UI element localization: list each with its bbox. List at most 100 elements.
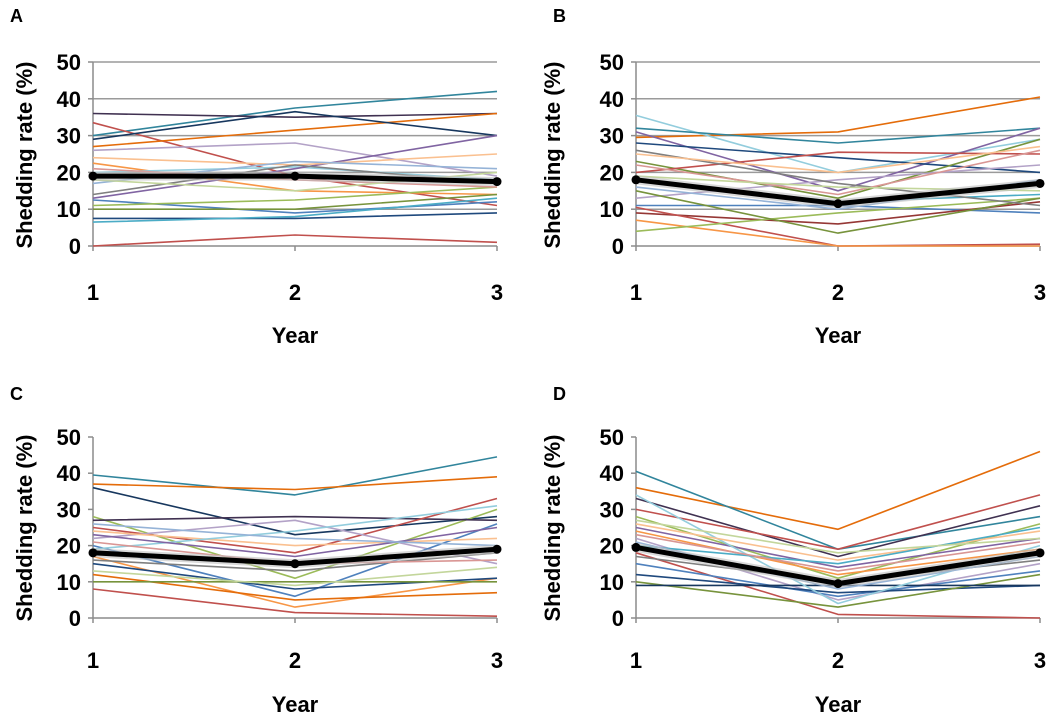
series-line-s19 (92, 523, 498, 547)
chart-panel-b: B 0 10 20 30 40 50 1 2 3 Year Shedding rate (%) (540, 6, 1046, 348)
series-line-s18 (635, 145, 1041, 174)
y-tick-label: 30 (57, 497, 81, 522)
series-line-s16 (92, 526, 498, 558)
y-tick-label: 0 (69, 234, 81, 259)
x-axis-title: Year (815, 323, 862, 348)
mean-point (631, 542, 641, 552)
chart-panel-d: D 0 10 20 30 40 50 1 2 3 Year Shedding rate (%) (540, 384, 1046, 717)
x-tick-label: 2 (832, 280, 844, 305)
series-line-s4 (635, 494, 1041, 551)
series-line-s6 (92, 142, 498, 177)
x-tick-label: 1 (630, 648, 642, 673)
series-line-s14 (635, 523, 1041, 561)
chart-panel-a: A 0 10 20 30 40 50 1 2 3 Year Shedding rate (%) (10, 6, 503, 348)
series-line-s14 (92, 530, 498, 547)
mean-point (833, 199, 843, 209)
series-line-s12 (93, 193, 498, 210)
series-line-s3 (635, 127, 1041, 144)
series-line-s1 (92, 90, 498, 137)
series-line-s2 (635, 470, 1041, 551)
series-line-s16 (92, 153, 498, 166)
x-tick-label: 1 (87, 280, 99, 305)
x-axis-title: Year (815, 692, 862, 717)
y-axis-title: Shedding rate (%) (12, 61, 37, 248)
y-tick-label: 0 (612, 234, 624, 259)
y-tick-label: 20 (57, 534, 81, 559)
x-tick-label: 3 (491, 648, 503, 673)
panel-label: D (553, 384, 566, 404)
series-line-s7 (635, 151, 1041, 174)
series-line-s9 (92, 134, 498, 199)
mean-point (290, 171, 300, 181)
panel-label: C (10, 384, 23, 404)
series-line-s1 (635, 450, 1041, 531)
series-line-s5 (635, 142, 1041, 174)
series-line-s8 (635, 552, 1041, 619)
y-tick-label: 0 (612, 606, 624, 631)
y-tick-label: 0 (69, 606, 81, 631)
y-tick-label: 50 (600, 50, 624, 75)
y-tick-label: 10 (600, 197, 624, 222)
x-tick-label: 2 (832, 648, 844, 673)
series-line-s16 (635, 149, 1041, 207)
y-tick-label: 10 (57, 197, 81, 222)
series-line-s17 (92, 552, 498, 572)
y-tick-label: 50 (600, 425, 624, 450)
series-line-s3 (635, 497, 1041, 558)
y-tick-label: 40 (600, 461, 624, 486)
x-tick-label: 2 (289, 648, 301, 673)
series-line-s20 (635, 519, 1041, 554)
y-tick-label: 40 (600, 87, 624, 112)
y-tick-label: 30 (600, 124, 624, 149)
series-line-s2 (92, 476, 498, 491)
mean-point (631, 175, 641, 185)
y-tick-label: 10 (57, 570, 81, 595)
y-tick-label: 50 (57, 50, 81, 75)
series-line-s13 (93, 212, 498, 220)
series-line-s5 (635, 515, 1041, 580)
series-line-s15 (635, 190, 1041, 234)
series-line-s18 (635, 533, 1041, 572)
y-axis-title: Shedding rate (%) (12, 434, 37, 621)
y-axis-title: Shedding rate (%) (540, 61, 565, 248)
x-axis-title: Year (272, 692, 319, 717)
series-line-s11 (92, 186, 498, 207)
x-tick-label: 2 (289, 280, 301, 305)
series-line-s13 (635, 219, 1040, 247)
mean-point (88, 548, 98, 558)
series-line-s20 (92, 566, 498, 587)
x-tick-label: 3 (1034, 648, 1046, 673)
y-tick-label: 50 (57, 425, 81, 450)
series-line-s9 (92, 555, 498, 608)
series-line-s11 (92, 573, 498, 601)
series-line-s7 (92, 519, 498, 565)
series-line-s4 (635, 127, 1041, 192)
mean-point (290, 559, 300, 569)
y-tick-label: 40 (57, 461, 81, 486)
y-tick-label: 30 (57, 124, 81, 149)
y-tick-label: 20 (57, 160, 81, 185)
y-tick-label: 10 (600, 570, 624, 595)
x-tick-label: 3 (491, 280, 503, 305)
series-line-s17 (635, 149, 1041, 196)
y-axis-title: Shedding rate (%) (540, 434, 565, 621)
panel-label: A (10, 6, 23, 26)
mean-point (833, 579, 843, 589)
y-tick-label: 20 (600, 534, 624, 559)
series-line-s6 (92, 497, 498, 554)
series-line-s8 (92, 523, 498, 598)
series-line-s6 (635, 526, 1041, 569)
chart-panel-c: C 0 10 20 30 40 50 1 2 3 Year Shedding rate (%) (10, 384, 503, 717)
series-line-s1 (92, 456, 498, 496)
series-line-s2 (92, 112, 498, 118)
series-line-s16 (635, 526, 1041, 565)
y-tick-label: 30 (600, 497, 624, 522)
x-tick-label: 3 (1034, 280, 1046, 305)
y-tick-label: 20 (600, 160, 624, 185)
series-line-s4 (92, 112, 498, 148)
mean-point (1035, 548, 1045, 558)
series-line-s15 (635, 530, 1041, 576)
mean-point (88, 171, 98, 181)
series-line-s9 (635, 562, 1041, 598)
